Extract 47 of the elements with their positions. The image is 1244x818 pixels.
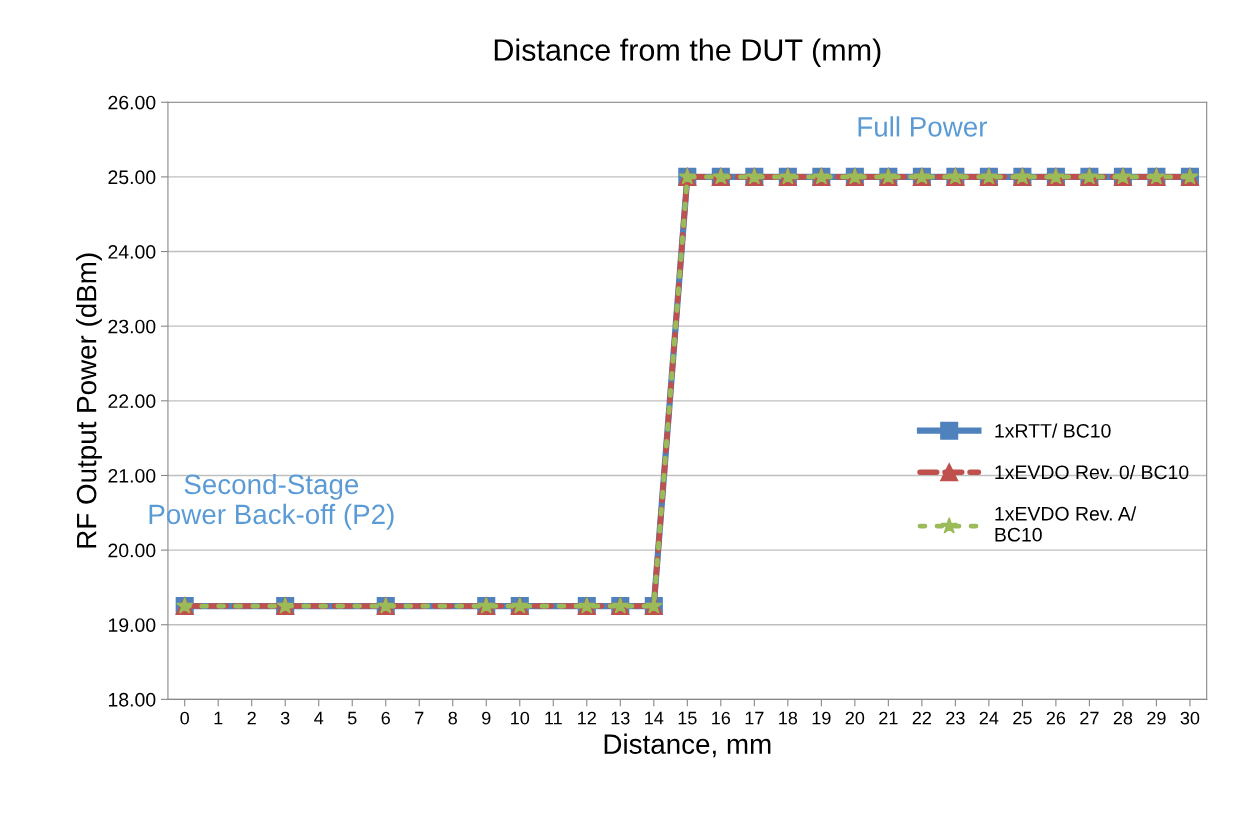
x-tick-label: 30 bbox=[1180, 711, 1200, 725]
x-tick-label: 29 bbox=[1147, 711, 1166, 725]
x-tick-label: 19 bbox=[812, 711, 831, 725]
y-tick-label: 19.00 bbox=[108, 618, 156, 632]
x-tick-label: 24 bbox=[979, 711, 999, 725]
legend-label: 1xEVDO Rev. A/ BC10 bbox=[995, 506, 1137, 542]
chart-title: Distance from the DUT (mm) bbox=[494, 38, 881, 67]
x-tick-label: 2 bbox=[247, 711, 256, 725]
x-tick-label: 22 bbox=[912, 711, 931, 725]
y-tick-label: 18.00 bbox=[108, 692, 156, 707]
x-tick-label: 6 bbox=[381, 711, 390, 725]
y-tick-label: 22.00 bbox=[108, 394, 156, 409]
y-tick-label: 23.00 bbox=[108, 319, 156, 334]
x-tick-label: 26 bbox=[1046, 711, 1066, 725]
x-tick-label: 13 bbox=[611, 711, 630, 725]
x-tick-label: 1 bbox=[214, 711, 223, 725]
x-tick-label: 21 bbox=[879, 711, 898, 725]
annotation: Full Power bbox=[858, 116, 988, 137]
x-tick-label: 27 bbox=[1080, 711, 1099, 725]
x-tick-label: 9 bbox=[482, 711, 491, 725]
y-tick-label: 20.00 bbox=[108, 543, 156, 558]
y-tick-label: 25.00 bbox=[108, 170, 156, 185]
x-tick-label: 18 bbox=[779, 711, 798, 725]
x-tick-label: 25 bbox=[1013, 711, 1032, 725]
x-axis-title: Distance, mm bbox=[604, 733, 771, 758]
legend-label: 1xEVDO Rev. 0/ BC10 bbox=[995, 464, 1189, 480]
x-tick-label: 8 bbox=[448, 711, 457, 725]
x-tick-label: 0 bbox=[180, 711, 190, 725]
x-tick-label: 4 bbox=[314, 711, 324, 725]
x-tick-label: 28 bbox=[1113, 711, 1133, 725]
x-tick-label: 7 bbox=[415, 711, 424, 725]
x-tick-label: 14 bbox=[645, 711, 664, 725]
x-tick-label: 11 bbox=[545, 711, 562, 725]
x-tick-label: 5 bbox=[347, 711, 357, 725]
x-tick-label: 17 bbox=[745, 711, 764, 725]
y-tick-label: 24.00 bbox=[108, 245, 156, 259]
x-tick-label: 3 bbox=[280, 711, 290, 725]
x-tick-label: 15 bbox=[678, 711, 697, 725]
x-tick-label: 20 bbox=[845, 711, 865, 725]
x-tick-label: 10 bbox=[511, 711, 530, 725]
y-tick-label: 26.00 bbox=[108, 95, 156, 110]
y-axis-title: RF Output Power (dBm) bbox=[76, 253, 102, 548]
x-tick-label: 16 bbox=[712, 711, 731, 725]
legend-label: 1xRTT/ BC10 bbox=[995, 423, 1111, 438]
x-tick-label: 12 bbox=[578, 711, 596, 725]
x-tick-label: 23 bbox=[946, 711, 965, 725]
y-tick-label: 21.00 bbox=[108, 468, 156, 483]
